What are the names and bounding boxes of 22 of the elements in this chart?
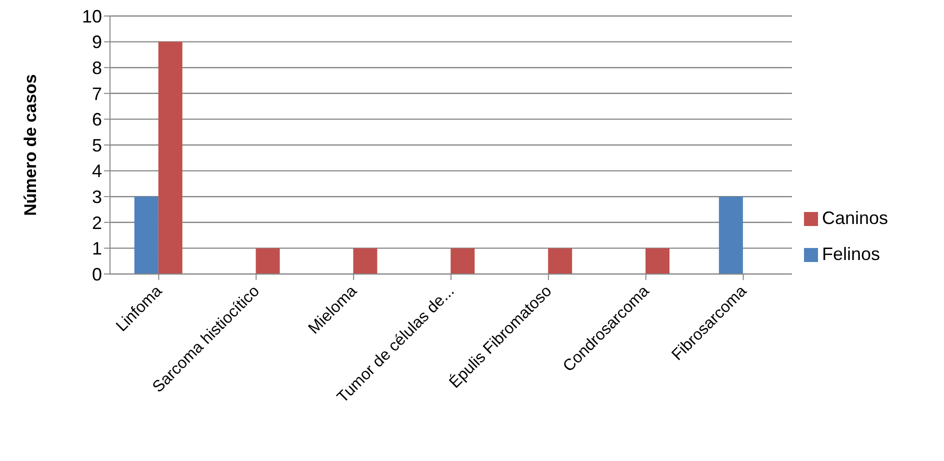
y-tick-label: 9 [92, 32, 102, 52]
bar [646, 248, 670, 274]
y-tick-label: 8 [92, 58, 102, 78]
bar [353, 248, 378, 274]
y-tick-label: 0 [92, 264, 102, 284]
y-tick-label: 5 [92, 135, 102, 156]
bar [134, 196, 158, 274]
legend-label: Felinos [822, 244, 880, 264]
y-tick-label: 6 [92, 110, 102, 130]
bar [158, 42, 182, 274]
y-tick-label: 4 [92, 161, 102, 182]
legend-label: Caninos [822, 208, 888, 228]
bar [548, 248, 572, 274]
y-tick-label: 2 [92, 212, 102, 233]
y-tick-label: 1 [92, 238, 102, 259]
bar [256, 248, 280, 274]
y-tick-label: 3 [92, 186, 102, 207]
bar [450, 248, 475, 274]
y-tick-label: 7 [92, 84, 102, 104]
bar [718, 196, 743, 274]
y-tick-label: 10 [82, 6, 102, 26]
y-axis-title: Número de casos [21, 74, 40, 216]
